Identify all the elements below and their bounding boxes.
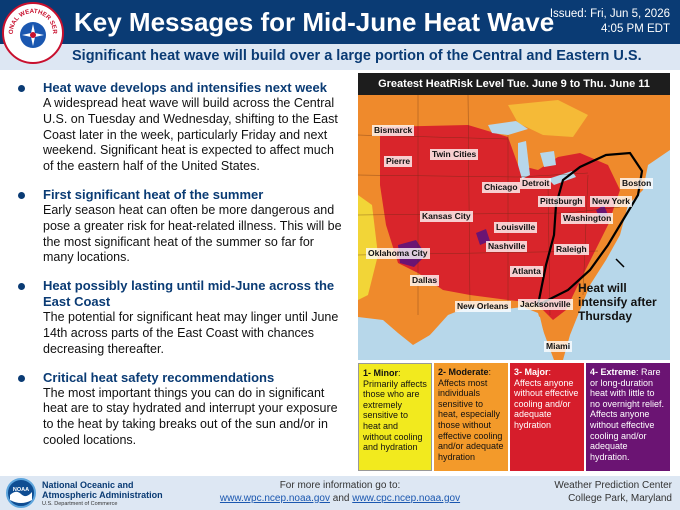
key-messages: Heat wave develops and intensifies next … (14, 80, 344, 461)
issued-time: 4:05 PM EDT (600, 23, 670, 35)
nws-logo-graphic: NATIONAL WEATHER SERVICE (2, 0, 58, 48)
map-title: Greatest HeatRisk Level Tue. June 9 to T… (358, 73, 670, 95)
legend-major: 3- Major: Affects anyone without effecti… (510, 363, 584, 471)
noaa-department: U.S. Department of Commerce (42, 501, 118, 507)
city-label: Atlanta (510, 266, 543, 277)
legend-level-name: 2- Moderate (438, 367, 489, 377)
key-message-body: Early season heat can often be more dang… (43, 202, 342, 265)
page-title: Key Messages for Mid-June Heat Wave (74, 7, 555, 37)
city-label: Jacksonville (518, 299, 573, 310)
subtitle-bar: Significant heat wave will build over a … (0, 44, 680, 70)
noaa-logo-text: NOAA (13, 487, 29, 493)
key-message-headline: Heat wave develops and intensifies next … (43, 80, 327, 95)
city-label: Chicago (482, 182, 520, 193)
city-label: Nashville (486, 241, 528, 252)
issued-timestamp: Issued: Fri, Jun 5, 2026 4:05 PM EDT (550, 7, 670, 37)
legend-level-desc: Primarily affects those who are extremel… (363, 378, 427, 453)
city-label: Twin Cities (430, 149, 479, 160)
heat-intensify-outline (536, 151, 644, 307)
city-label: Boston (620, 178, 654, 189)
key-message-body: The most important things you can do in … (43, 385, 338, 447)
city-label: Bismarck (372, 125, 415, 136)
heatrisk-map: Greatest HeatRisk Level Tue. June 9 to T… (358, 73, 670, 360)
key-message-headline: First significant heat of the summer (43, 186, 264, 202)
legend-level-name: 4- Extreme (590, 367, 637, 377)
bullet-icon (18, 283, 25, 291)
legend-level-desc: Affects anyone without effective cooling… (514, 377, 579, 430)
key-message-2: First significant heat of the summer Ear… (14, 187, 344, 266)
key-message-body: A widespread heat wave will build across… (43, 96, 338, 174)
header-bar: Key Messages for Mid-June Heat Wave Issu… (0, 0, 680, 44)
more-info: For more information go to: www.wpc.ncep… (180, 480, 500, 505)
legend-minor: 1- Minor: Primarily affects those who ar… (358, 363, 432, 471)
city-label: Pierre (384, 156, 413, 167)
bullet-icon (18, 191, 25, 199)
city-label: Oklahoma City (366, 248, 430, 259)
bullet-icon (18, 374, 25, 382)
city-label: Louisville (494, 222, 538, 233)
city-label: Detroit (520, 178, 552, 189)
legend-level-name: 3- Major (514, 367, 549, 377)
more-info-label: For more information go to: (279, 480, 401, 491)
noaa-logo-graphic: NOAA (10, 487, 32, 503)
minor-heat-area (508, 100, 588, 137)
map-annotation: Heat will intensify after Thursday (578, 281, 657, 323)
annotation-pointer (615, 258, 625, 268)
bullet-icon (18, 85, 25, 92)
city-label: Kansas City (420, 211, 473, 222)
lake-huron (540, 151, 556, 167)
legend-level-desc: Rare or long-duration heat with little t… (590, 367, 665, 462)
cpc-link[interactable]: www.cpc.ncep.noaa.gov (352, 492, 461, 504)
page-subtitle: Significant heat wave will build over a … (72, 48, 642, 64)
city-label: Dallas (410, 275, 440, 286)
wpc-location: College Park, Maryland (568, 492, 672, 504)
city-label: New York (590, 196, 632, 207)
wpc-name: Weather Prediction Center (554, 480, 672, 491)
issued-date: Issued: Fri, Jun 5, 2026 (549, 8, 670, 20)
city-label: Washington (561, 213, 614, 224)
city-label: Pittsburgh (538, 196, 585, 207)
legend-level-name: 1- Minor (363, 368, 398, 378)
wpc-attribution: Weather Prediction Center College Park, … (554, 480, 672, 505)
nws-logo-icon: NATIONAL WEATHER SERVICE (2, 0, 64, 64)
link-separator: and (332, 492, 350, 504)
key-message-headline: Critical heat safety recommendations (43, 369, 275, 385)
minor-heat-area (358, 195, 378, 300)
key-message-1: Heat wave develops and intensifies next … (14, 80, 344, 175)
key-message-body: The potential for significant heat may l… (43, 310, 339, 356)
legend-extreme: 4- Extreme: Rare or long-duration heat w… (586, 363, 670, 471)
noaa-logo-icon: NOAA (6, 478, 36, 508)
wpc-link[interactable]: www.wpc.ncep.noaa.gov (219, 492, 330, 504)
legend-level-desc: Affects most individuals sensitive to he… (438, 377, 504, 462)
key-message-3: Heat possibly lasting until mid-June acr… (14, 278, 344, 357)
key-message-headline: Heat possibly lasting until mid-June acr… (43, 278, 335, 310)
city-label: New Orleans (455, 301, 511, 312)
heatrisk-legend: 1- Minor: Primarily affects those who ar… (358, 363, 670, 471)
legend-moderate: 2- Moderate: Affects most individuals se… (434, 363, 508, 471)
lake-michigan (518, 141, 530, 179)
lake-superior (488, 121, 528, 135)
noaa-org-name: National Oceanic and Atmospheric Adminis… (42, 480, 163, 500)
key-message-4: Critical heat safety recommendations The… (14, 370, 344, 449)
noaa-org-line: National Oceanic and (42, 480, 134, 490)
city-label: Raleigh (554, 244, 589, 255)
footer-bar: NOAA National Oceanic and Atmospheric Ad… (0, 476, 680, 510)
city-label: Miami (544, 341, 573, 352)
noaa-org-line: Atmospheric Administration (42, 490, 163, 500)
gulf-of-mexico (418, 309, 550, 360)
